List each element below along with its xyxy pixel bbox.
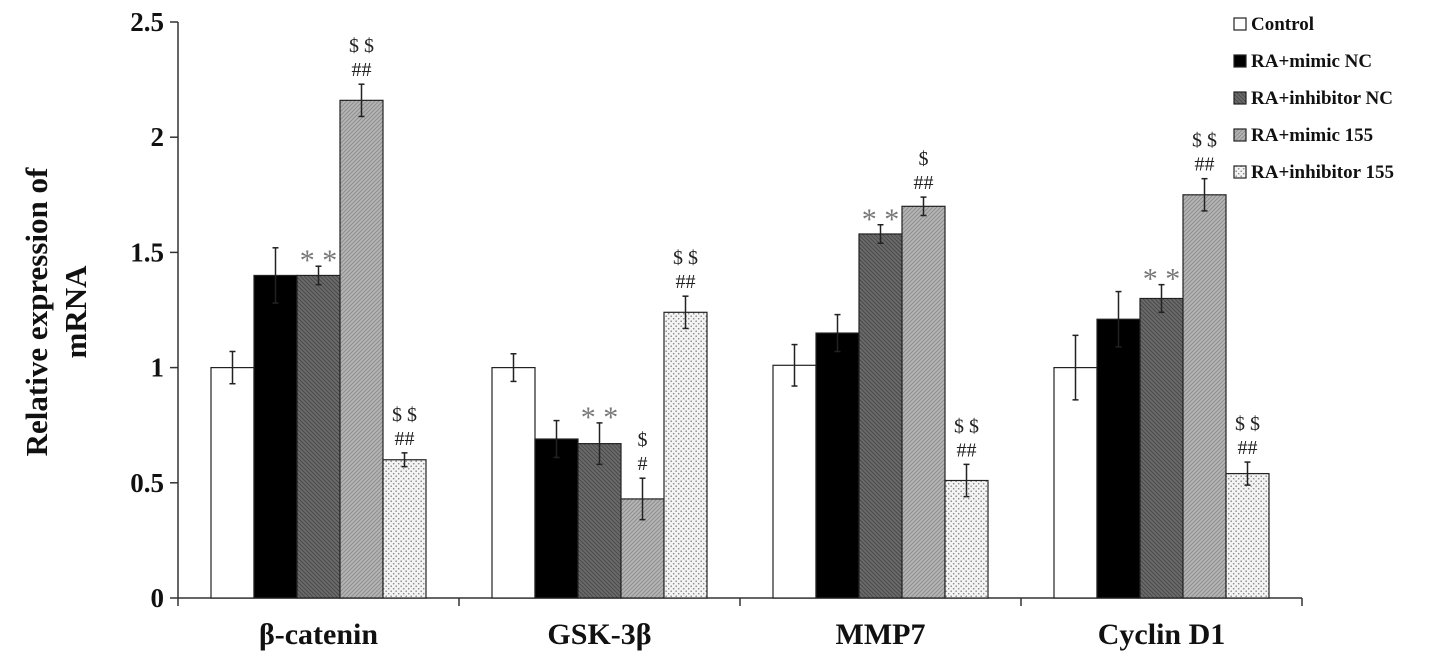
legend-swatch: [1233, 128, 1247, 142]
significance-annotation: ##: [352, 59, 372, 81]
legend-swatch: [1233, 91, 1247, 105]
bar: [339, 99, 384, 599]
error-bar: [963, 463, 970, 498]
error-bar: [877, 224, 884, 244]
legend-label: RA+inhibitor 155: [1251, 162, 1394, 183]
y-axis-title-line2: mRNA: [58, 265, 93, 359]
x-tick-label: β-catenin: [259, 618, 378, 651]
significance-annotation: $: [638, 429, 648, 451]
bar: [210, 367, 255, 599]
significance-annotation: ##: [914, 172, 934, 194]
bar: [382, 459, 427, 599]
error-bar: [596, 422, 603, 466]
legend-swatch: [1233, 165, 1247, 179]
y-tick-label: 2: [151, 122, 165, 152]
legend-swatch: [1233, 54, 1247, 68]
significance-annotation: ##: [676, 271, 696, 293]
bar: [534, 438, 579, 599]
legend-label: Control: [1251, 14, 1314, 35]
error-bar: [1072, 334, 1079, 401]
significance-annotation: $ $: [1235, 413, 1260, 435]
y-tick-label: 1: [151, 353, 165, 383]
bar: [1139, 297, 1184, 599]
bar: [901, 205, 946, 599]
bars: * *##$ $##$ $ * *#$##$ $* *##$##$ $* *##$…: [210, 35, 1270, 599]
axes: 0 0.5 1 1.5 2 2.5 β-catenin GSK-3β MMP7 Cyclin D1: [130, 7, 1303, 651]
bar: [1053, 367, 1098, 599]
error-bar: [1244, 461, 1251, 486]
bar: [1096, 318, 1141, 599]
legend-label: RA+mimic NC: [1251, 51, 1372, 72]
significance-annotation: $: [919, 148, 929, 170]
legend-label: RA+mimic 155: [1251, 125, 1373, 146]
legend-item: Control: [1233, 14, 1314, 35]
error-bar: [1158, 283, 1165, 314]
significance-annotation: * *: [862, 203, 900, 236]
y-tick-label: 1.5: [130, 237, 164, 267]
significance-annotation: $ $: [954, 415, 979, 437]
bar: [577, 443, 622, 599]
significance-annotation: * *: [300, 244, 338, 277]
error-bar: [401, 452, 408, 468]
x-tick-label: MMP7: [836, 618, 926, 651]
significance-annotation: ##: [395, 428, 415, 450]
significance-annotation: $ $: [349, 35, 374, 57]
y-tick-label: 2.5: [130, 7, 164, 37]
error-bar: [358, 83, 365, 118]
legend-item: RA+mimic NC: [1233, 51, 1372, 72]
error-bar: [920, 196, 927, 217]
error-bar: [1201, 177, 1208, 212]
error-bar: [229, 350, 236, 385]
significance-annotation: $ $: [392, 404, 417, 426]
significance-annotation: ##: [1238, 437, 1258, 459]
bar: [663, 311, 708, 599]
legend-item: RA+inhibitor NC: [1233, 88, 1393, 109]
error-bar: [682, 295, 689, 330]
significance-annotation: #: [638, 453, 648, 475]
legend-item: RA+inhibitor 155: [1233, 162, 1394, 183]
significance-annotation: $ $: [1192, 130, 1217, 152]
x-tick-label: GSK-3β: [547, 618, 651, 651]
legend: Control RA+mimic NC RA+inhibitor NC RA+mimi…: [1233, 14, 1394, 183]
y-axis-title-line1: Relative expression of: [19, 167, 54, 456]
bar: [815, 332, 860, 599]
bar: [858, 233, 903, 599]
bar: [296, 274, 341, 599]
x-tick-label: Cyclin D1: [1098, 618, 1226, 651]
error-bar: [553, 419, 560, 459]
bar: [944, 479, 989, 599]
bar: [491, 367, 536, 599]
significance-annotation: ##: [1195, 154, 1215, 176]
error-bar: [834, 313, 841, 353]
y-tick-label: 0: [151, 583, 165, 613]
significance-annotation: * *: [581, 401, 619, 434]
legend-label: RA+inhibitor NC: [1251, 88, 1393, 109]
error-bar: [272, 247, 279, 304]
bar: [1182, 194, 1227, 599]
legend-swatch: [1233, 17, 1247, 31]
error-bar: [791, 343, 798, 387]
error-bar: [1115, 290, 1122, 348]
legend-item: RA+mimic 155: [1233, 125, 1373, 146]
significance-annotation: ##: [957, 439, 977, 461]
bar: [1225, 472, 1270, 599]
error-bar: [639, 477, 646, 521]
error-bar: [510, 353, 517, 383]
y-tick-label: 0.5: [130, 468, 164, 498]
bar: [253, 274, 298, 599]
significance-annotation: $ $: [673, 247, 698, 269]
significance-annotation: * *: [1143, 263, 1181, 296]
error-bar: [315, 265, 322, 286]
bar: [772, 364, 817, 599]
